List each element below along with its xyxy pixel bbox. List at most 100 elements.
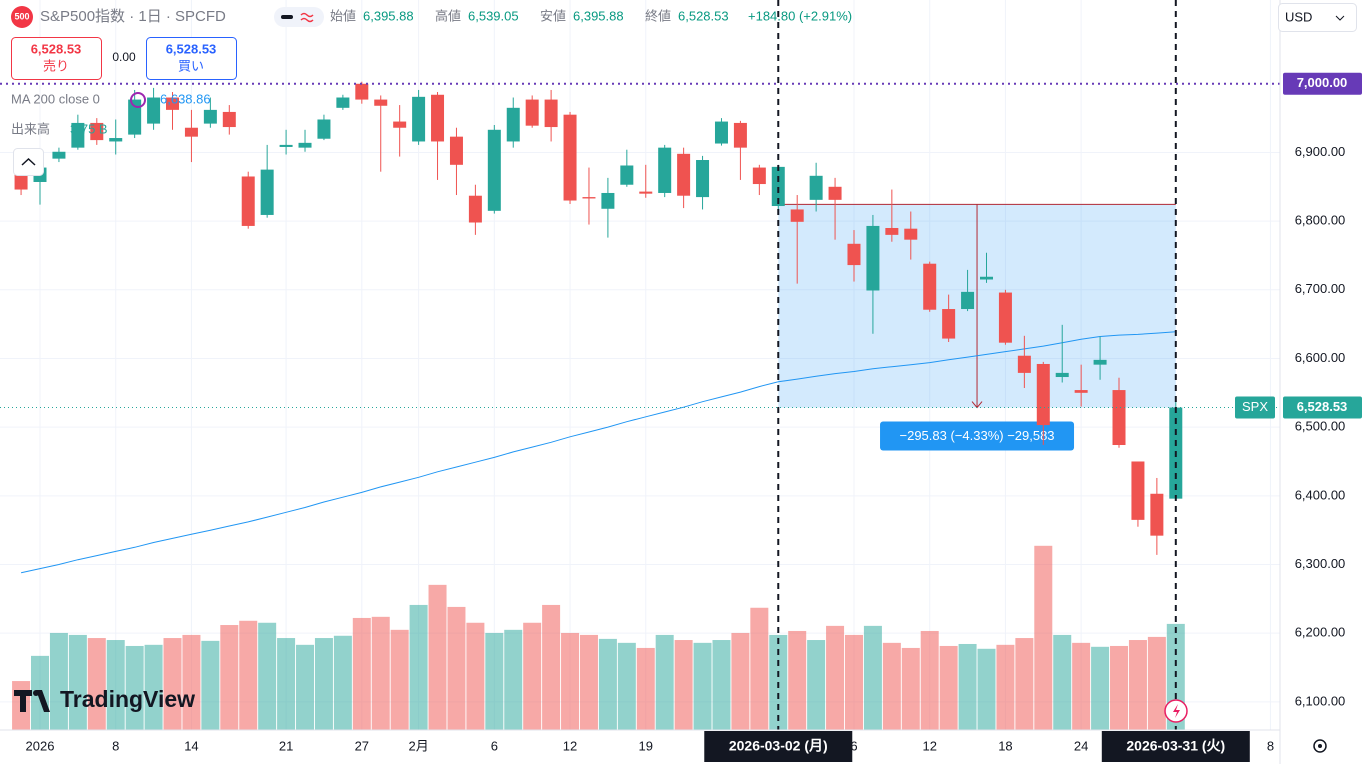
volume-bar (712, 640, 731, 730)
sell-button[interactable] (11, 37, 102, 80)
volume-bar (939, 645, 958, 730)
y-tick-label: 6,800.00 (1295, 213, 1346, 228)
candle-body (980, 276, 993, 280)
volume-value: 3.75 B (70, 121, 108, 136)
candle-body (866, 225, 880, 291)
candle-body (790, 209, 804, 222)
volume-bar (49, 632, 68, 730)
buy-label: 買い (178, 58, 204, 73)
volume-bar (371, 616, 390, 730)
candle-body (506, 107, 520, 142)
candle-body (1055, 372, 1069, 378)
volume-bar (277, 638, 296, 730)
volume-bar (579, 634, 598, 730)
volume-bar (693, 642, 712, 730)
x-tick-label: 8 (112, 738, 119, 753)
volume-bar (428, 584, 447, 730)
candle-body (828, 186, 842, 200)
volume-bar (920, 630, 939, 730)
logo-mark (14, 690, 50, 712)
currency: USD (1285, 9, 1312, 24)
volume-bar (125, 645, 144, 730)
volume-bar (182, 634, 201, 730)
x-tick-label: 19 (639, 738, 653, 753)
y-tick-label: 6,200.00 (1295, 625, 1346, 640)
candle-body (733, 122, 747, 148)
volume-bar (504, 629, 523, 730)
currency-select[interactable] (1278, 3, 1357, 32)
volume-bar (1147, 636, 1166, 730)
candle-body (449, 136, 463, 165)
toggle-pill[interactable] (274, 7, 324, 27)
candle-body (563, 114, 577, 201)
plot-area: −295.83 (−4.33%) −29,583 (0, 0, 1280, 730)
x-tick-label: 12 (563, 738, 577, 753)
header: 500 S&P500指数 · 1日 · SPCFD 始値 6,395.88 高値… (11, 3, 1357, 753)
candle-body (847, 243, 861, 266)
symbol-title[interactable]: S&P500指数 · 1日 · SPCFD (40, 8, 226, 25)
volume-bar (844, 634, 863, 730)
volume-bar (561, 632, 580, 730)
sell-price: 6,528.53 (31, 41, 82, 56)
candle-body (1036, 363, 1050, 426)
toggle-icon (300, 12, 314, 23)
refresh-icon[interactable] (130, 92, 146, 108)
settings-icon[interactable] (1313, 739, 1327, 753)
change: +184.80 (+2.91%) (748, 8, 852, 23)
candle-body (601, 192, 615, 209)
y-tick-label: 6,600.00 (1295, 350, 1346, 365)
buy-button[interactable] (146, 37, 237, 80)
volume-bar (144, 644, 163, 730)
date-marker-label: 2026-03-31 (火) (1126, 738, 1225, 754)
volume-bar (542, 604, 561, 730)
volume-bar (636, 647, 655, 730)
volume-bar (258, 622, 277, 730)
volume-bar (750, 607, 769, 730)
spread: 0.00 (112, 50, 136, 64)
sell-label: 売り (43, 58, 69, 73)
candle-body (1093, 359, 1107, 365)
symbol-box (1235, 396, 1275, 419)
ma-line (20, 331, 1176, 574)
volume-bar (1034, 545, 1053, 730)
date-marker-box (704, 731, 853, 762)
hline-price-label: 7,000.00 (1297, 75, 1348, 90)
candle-body (166, 97, 180, 110)
volume-bar (87, 638, 106, 730)
ohlc-value: 6,395.88 (363, 8, 414, 23)
volume-bar (447, 606, 466, 730)
volume-bar (788, 630, 807, 730)
candle-body (1131, 461, 1145, 520)
x-tick-label: 6 (491, 738, 498, 753)
candle-body (468, 195, 482, 223)
ohlc-name: 高値 (435, 8, 461, 23)
volume-bar (163, 638, 182, 730)
volume-bar (1128, 640, 1147, 730)
candle-body (904, 228, 918, 240)
badge-text: 500 (14, 11, 29, 21)
symbol-badge[interactable] (11, 6, 33, 28)
candle-body (1074, 390, 1088, 393)
ma-legend[interactable]: MA 200 close 0 (11, 91, 100, 106)
volume-bar (352, 617, 371, 730)
axes: 6,100.00 6,200.00 6,300.00 6,400.00 6,500.00… (26, 72, 1362, 762)
y-tick-label: 6,500.00 (1295, 419, 1346, 434)
volume-legend[interactable]: 出来高 (11, 121, 50, 136)
candle-body (771, 166, 785, 207)
chevron (21, 157, 36, 166)
candle-body (317, 119, 331, 139)
y-tick-label: 6,900.00 (1295, 144, 1346, 159)
volume-bar (1110, 645, 1129, 730)
volume-bar (882, 642, 901, 730)
volume-bar (466, 622, 485, 730)
volume-bar (1072, 642, 1091, 730)
volume-bar (314, 638, 333, 730)
volume-bar (617, 642, 636, 730)
ohlc-value: 6,528.53 (678, 8, 729, 23)
volume-bar (390, 629, 409, 730)
measure-label-box (880, 421, 1075, 451)
candle-body (355, 83, 369, 100)
toggle-icon (281, 15, 293, 19)
collapse-button[interactable] (13, 148, 44, 176)
